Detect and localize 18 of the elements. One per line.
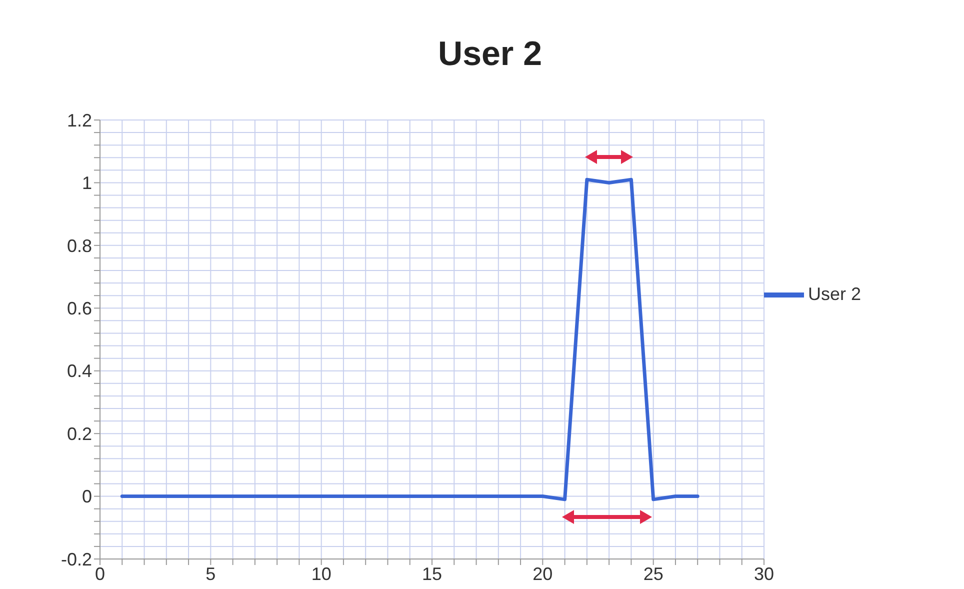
y-tick-label: 0 bbox=[82, 486, 92, 507]
y-tick-label: -0.2 bbox=[60, 549, 92, 570]
y-tick-label: 0.4 bbox=[66, 361, 92, 382]
chart-title: User 2 bbox=[437, 35, 543, 74]
x-tick-label: 15 bbox=[422, 564, 442, 584]
x-tick-label: 25 bbox=[643, 564, 664, 584]
line-series bbox=[120, 178, 700, 502]
y-tick-label: 0.8 bbox=[66, 236, 92, 256]
y-tick-label: 1.2 bbox=[66, 110, 92, 130]
y-tick-label: 1 bbox=[82, 173, 92, 194]
x-tick-label: 10 bbox=[311, 564, 332, 584]
y-tick-label: 0.6 bbox=[66, 298, 92, 319]
x-tick-label: 30 bbox=[754, 564, 774, 584]
x-tick-label: 0 bbox=[94, 564, 106, 584]
y-tick-label: 0.2 bbox=[66, 424, 92, 444]
x-tick-label: 20 bbox=[532, 564, 553, 584]
legend-label: User 2 bbox=[808, 283, 862, 304]
x-tick-label: 5 bbox=[206, 564, 216, 584]
